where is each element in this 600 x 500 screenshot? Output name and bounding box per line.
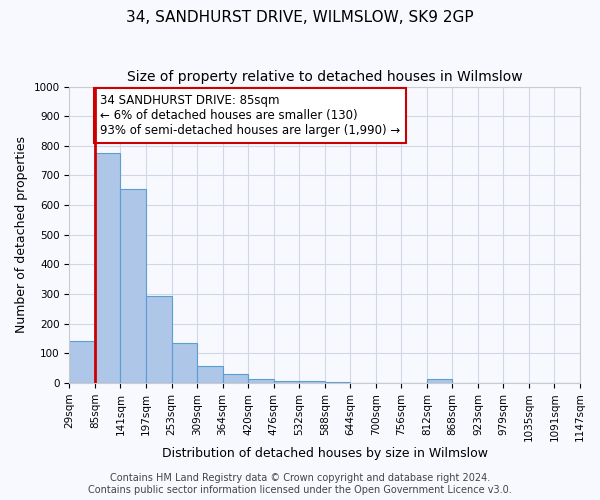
Bar	[248, 378, 274, 383]
Bar	[95, 153, 121, 383]
Bar	[146, 296, 172, 383]
Title: Size of property relative to detached houses in Wilmslow: Size of property relative to detached ho…	[127, 70, 523, 84]
Bar	[325, 382, 350, 383]
Bar	[197, 366, 223, 383]
Bar	[172, 343, 197, 383]
Bar	[274, 382, 299, 383]
Y-axis label: Number of detached properties: Number of detached properties	[15, 136, 28, 334]
Bar	[70, 342, 95, 383]
Text: 34, SANDHURST DRIVE, WILMSLOW, SK9 2GP: 34, SANDHURST DRIVE, WILMSLOW, SK9 2GP	[126, 10, 474, 25]
Bar	[427, 380, 452, 383]
Bar	[121, 189, 146, 383]
Bar	[223, 374, 248, 383]
Text: Contains HM Land Registry data © Crown copyright and database right 2024.
Contai: Contains HM Land Registry data © Crown c…	[88, 474, 512, 495]
X-axis label: Distribution of detached houses by size in Wilmslow: Distribution of detached houses by size …	[162, 447, 488, 460]
Bar	[299, 382, 325, 383]
Text: 34 SANDHURST DRIVE: 85sqm
← 6% of detached houses are smaller (130)
93% of semi-: 34 SANDHURST DRIVE: 85sqm ← 6% of detach…	[100, 94, 400, 137]
